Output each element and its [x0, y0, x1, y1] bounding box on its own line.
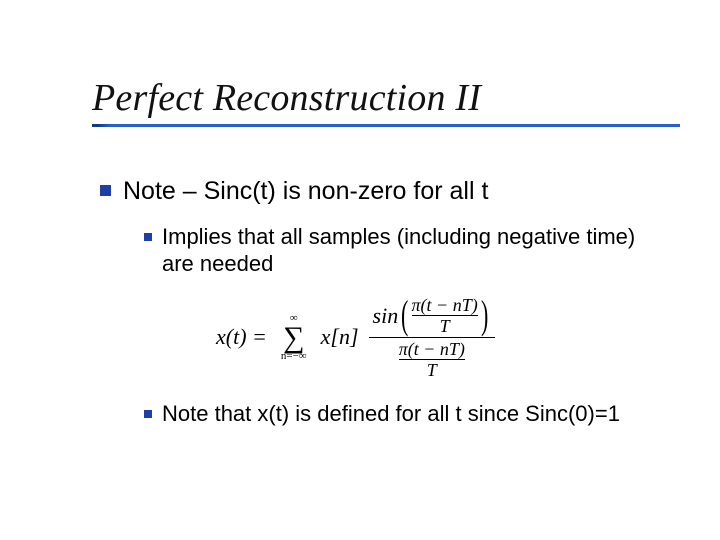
- inner-den: T: [440, 317, 450, 335]
- sigma-lower: n=−∞: [281, 351, 307, 362]
- inner-num: π(t − nT): [399, 340, 465, 358]
- right-paren-icon: ): [481, 301, 488, 329]
- slide: Perfect Reconstruction II Note – Sinc(t)…: [0, 0, 720, 540]
- bullet-level1: Note – Sinc(t) is non-zero for all t: [100, 176, 672, 206]
- bullet-level2: Note that x(t) is defined for all t sinc…: [144, 401, 672, 428]
- square-bullet-icon: [144, 233, 152, 241]
- eq-lhs: x(t) =: [216, 324, 267, 350]
- square-bullet-icon: [100, 185, 111, 196]
- bullet-level2: Implies that all samples (including nega…: [144, 224, 672, 278]
- outer-fraction: sin ( π(t − nT) T ) π(t: [369, 296, 496, 379]
- sub-bullets: Implies that all samples (including nega…: [144, 224, 672, 427]
- eq-xn: x[n]: [321, 324, 359, 350]
- title-block: Perfect Reconstruction II: [92, 76, 680, 127]
- left-paren-icon: (: [401, 301, 408, 329]
- slide-title: Perfect Reconstruction II: [92, 76, 680, 120]
- fraction-bar-icon: [369, 337, 496, 338]
- inner-fraction-top: π(t − nT) T: [412, 296, 478, 335]
- sigma-symbol: ∑: [283, 324, 304, 351]
- fraction-denominator: π(t − nT) T: [395, 340, 469, 379]
- title-underline: [92, 124, 680, 127]
- slide-body: Note – Sinc(t) is non-zero for all t Imp…: [100, 176, 672, 427]
- square-bullet-icon: [144, 410, 152, 418]
- summation-icon: ∞ ∑ n=−∞: [281, 313, 307, 362]
- bullet-text: Note that x(t) is defined for all t sinc…: [162, 401, 620, 428]
- inner-den: T: [427, 361, 437, 379]
- formula: x(t) = ∞ ∑ n=−∞ x[n] sin ( π(t − nT): [216, 296, 672, 379]
- bullet-text: Implies that all samples (including nega…: [162, 224, 672, 278]
- sin-label: sin: [373, 304, 399, 327]
- fraction-numerator: sin ( π(t − nT) T ): [369, 296, 496, 335]
- inner-num: π(t − nT): [412, 296, 478, 314]
- inner-fraction-bottom: π(t − nT) T: [399, 340, 465, 379]
- equation: x(t) = ∞ ∑ n=−∞ x[n] sin ( π(t − nT): [216, 296, 672, 379]
- bullet-text: Note – Sinc(t) is non-zero for all t: [123, 176, 488, 206]
